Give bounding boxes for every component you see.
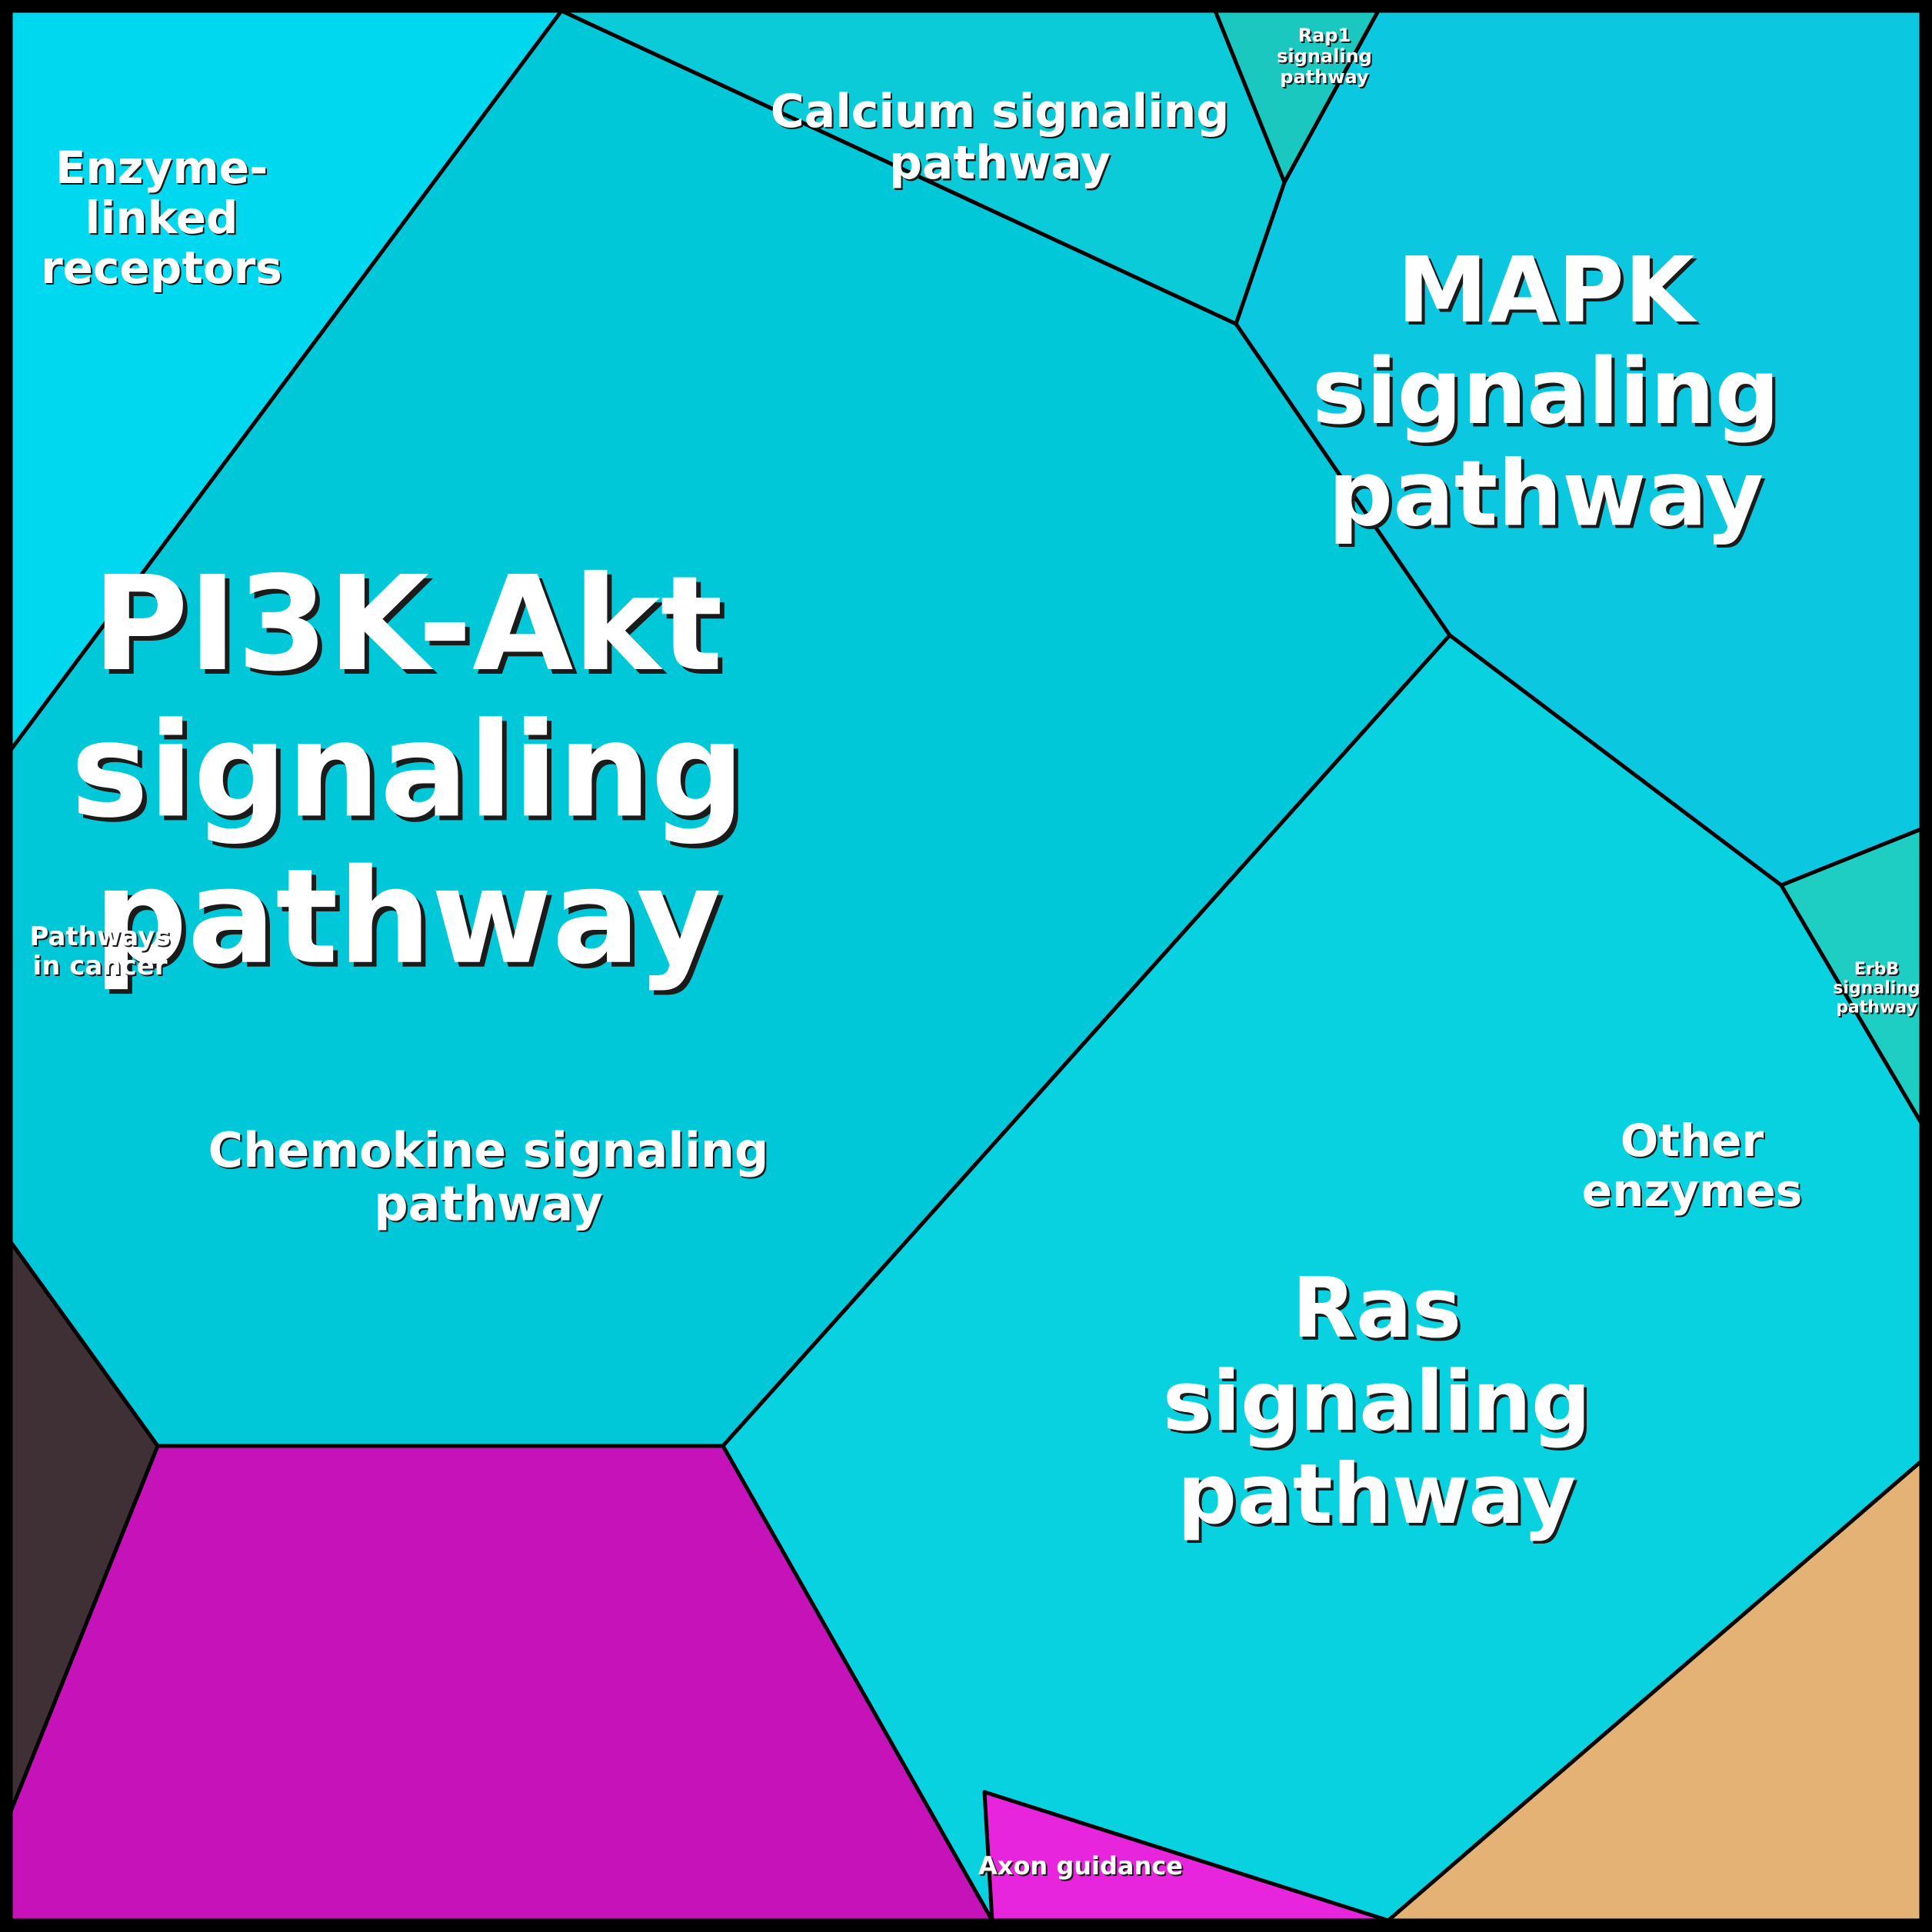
- cell-label-shadow-pi3k-akt: PI3K-Akt signaling pathway: [75, 553, 749, 998]
- cell-label-text-ras: Ras signaling pathway: [1163, 1261, 1591, 1543]
- cell-label-shadow-rap1: Rap1 signaling pathway: [1278, 26, 1374, 89]
- cells-layer: [8, 8, 1924, 1923]
- cell-label-text-rap1: Rap1 signaling pathway: [1277, 25, 1372, 88]
- cell-label-shadow-other-enzymes: Other enzymes: [1584, 1116, 1804, 1218]
- cell-label-text-calcium: Calcium signaling pathway: [771, 85, 1230, 190]
- cell-label-shadow-calcium: Calcium signaling pathway: [772, 86, 1231, 192]
- cell-label-text-pi3k-akt: PI3K-Akt signaling pathway: [71, 548, 744, 994]
- cell-label-text-pathways-in-cancer: Pathways in cancer: [29, 921, 170, 981]
- cell-label-shadow-ras: Ras signaling pathway: [1165, 1264, 1594, 1546]
- cell-label-shadow-enzyme-linked-receptors: Enzyme-linked receptors: [42, 143, 284, 295]
- cell-label-text-other-enzymes: Other enzymes: [1582, 1114, 1803, 1217]
- cell-label-text-erbb: ErbB signaling pathway: [1833, 960, 1920, 1017]
- cell-label-shadow-axon-guidance: Axon guidance: [980, 1853, 1184, 1882]
- cell-label-shadow-mapk: MAPK signaling pathway: [1315, 240, 1783, 549]
- cell-label-shadow-erbb: ErbB signaling pathway: [1834, 961, 1921, 1018]
- cell-label-text-axon-guidance: Axon guidance: [978, 1851, 1183, 1880]
- cell-label-shadow-chemokine: Chemokine signaling pathway: [210, 1124, 771, 1233]
- cell-label-shadow-pathways-in-cancer: Pathways in cancer: [31, 923, 172, 983]
- cell-label-text-enzyme-linked-receptors: Enzyme-linked receptors: [41, 142, 282, 294]
- cell-label-text-chemokine: Chemokine signaling pathway: [208, 1122, 769, 1231]
- cell-label-text-mapk: MAPK signaling pathway: [1312, 237, 1780, 546]
